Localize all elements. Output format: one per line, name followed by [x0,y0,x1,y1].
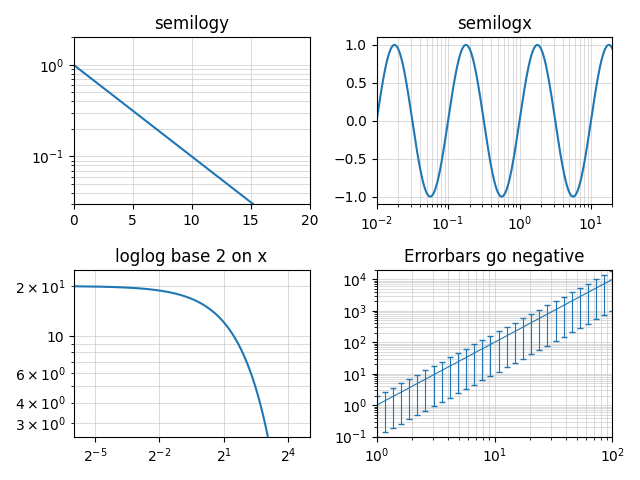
Title: loglog base 2 on x: loglog base 2 on x [115,248,268,265]
Title: semilogx: semilogx [457,15,532,33]
Title: semilogy: semilogy [154,15,229,33]
Title: Errorbars go negative: Errorbars go negative [404,248,585,265]
